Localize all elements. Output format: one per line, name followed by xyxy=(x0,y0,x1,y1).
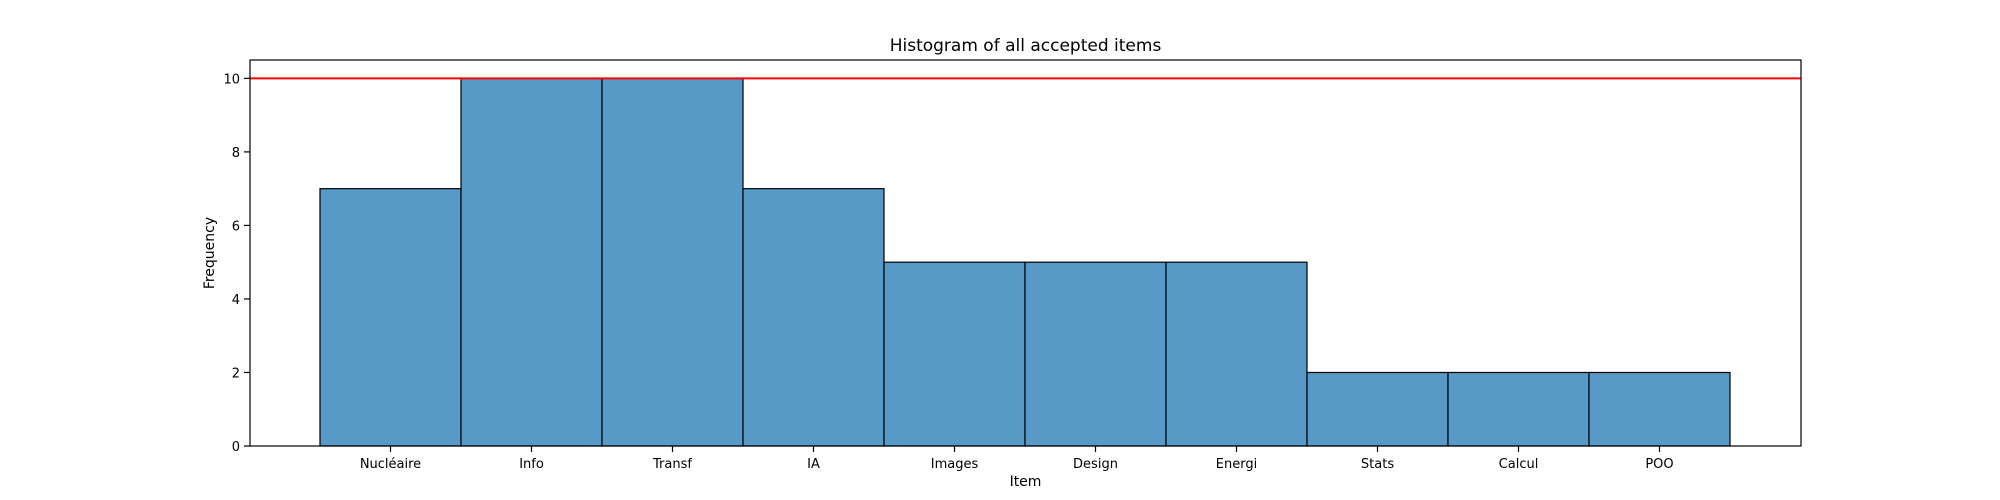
y-tick-label: 2 xyxy=(232,366,240,381)
chart-title: Histogram of all accepted items xyxy=(890,36,1162,56)
x-tick-label: Nucléaire xyxy=(360,457,421,472)
bar-images xyxy=(883,261,1026,447)
x-tick-label: POO xyxy=(1645,457,1673,472)
bar-nucléaire xyxy=(319,188,462,447)
y-tick-label: 8 xyxy=(232,146,240,161)
axes-group xyxy=(249,59,1802,447)
x-tick-label: Transf xyxy=(652,457,692,472)
bar-design xyxy=(1024,261,1167,447)
y-tick-label: 6 xyxy=(232,219,240,234)
bar-info xyxy=(460,77,603,447)
x-tick-label: Stats xyxy=(1361,457,1394,472)
ticks-group: 0 2 4 6 8 10 Nucléaire Info Transf IA Images Design… xyxy=(223,72,1673,472)
plot-frame xyxy=(249,59,1802,447)
y-tick-label: 10 xyxy=(223,72,240,87)
bar-energi xyxy=(1165,261,1308,447)
bar-transf xyxy=(601,77,744,447)
x-tick-label: Energi xyxy=(1216,457,1257,472)
bar-calcul xyxy=(1447,371,1590,447)
x-axis-title: Item xyxy=(1010,474,1042,490)
y-tick-label: 4 xyxy=(232,293,240,308)
x-tick-label: Images xyxy=(931,457,979,472)
y-tick-label: 0 xyxy=(232,440,240,455)
bar-poo xyxy=(1588,371,1731,447)
x-tick-label: Design xyxy=(1073,457,1118,472)
x-tick-label: IA xyxy=(807,457,820,472)
x-tick-label: Info xyxy=(519,457,544,472)
y-axis-title: Frequency xyxy=(202,217,218,289)
bars-group xyxy=(319,77,1731,447)
x-tick-label: Calcul xyxy=(1499,457,1539,472)
bar-stats xyxy=(1306,371,1449,447)
bar-ia xyxy=(742,188,885,447)
